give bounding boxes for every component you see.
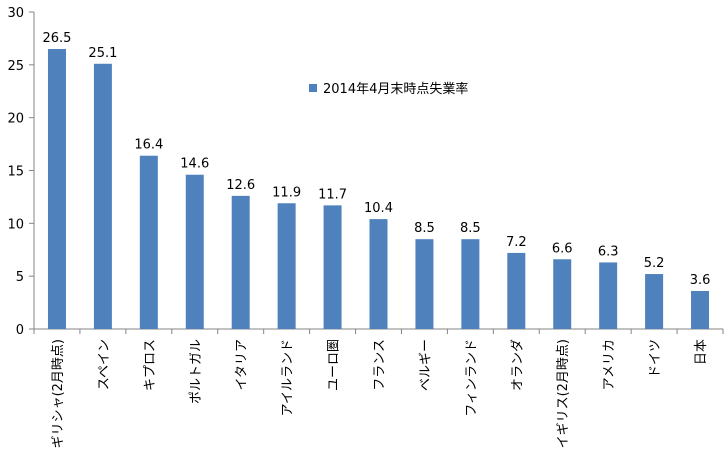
data-label: 12.6 <box>226 178 255 193</box>
data-label: 7.2 <box>506 235 527 250</box>
category-label: キプロス <box>143 339 158 391</box>
data-label: 25.1 <box>88 46 117 61</box>
y-tick-label: 5 <box>16 270 24 285</box>
data-label: 10.4 <box>364 201 393 216</box>
data-label: 26.5 <box>42 31 71 46</box>
y-tick-label: 20 <box>7 112 24 127</box>
legend: 2014年4月末時点失業率 <box>309 81 468 97</box>
bar <box>369 219 388 329</box>
bar <box>323 205 342 329</box>
bar <box>139 155 158 329</box>
legend-swatch <box>309 84 317 92</box>
y-tick-label: 25 <box>7 59 24 74</box>
bar <box>553 259 572 329</box>
y-tick-label: 15 <box>7 165 24 180</box>
category-label: ベルギー <box>418 339 433 391</box>
category-label: オランダ <box>510 339 525 391</box>
data-label: 8.5 <box>460 221 481 236</box>
bar <box>691 290 710 329</box>
data-label: 11.7 <box>318 187 347 202</box>
category-label: フランス <box>373 339 388 391</box>
y-tick-label: 30 <box>7 6 24 21</box>
data-label: 6.6 <box>552 241 573 256</box>
bar <box>461 239 480 329</box>
bar <box>277 203 296 329</box>
bar <box>185 174 204 329</box>
data-label: 8.5 <box>414 221 435 236</box>
category-label: イタリア <box>235 339 250 390</box>
category-labels: ギリシャ(2月時点) スペイン キプロス ポルトガル イタリア アイルランド ユーロ圏 フラン… <box>51 339 709 448</box>
bar <box>231 195 250 329</box>
data-label: 3.6 <box>690 273 711 288</box>
category-label: イギリス(2月時点) <box>556 339 571 448</box>
y-tick-label: 10 <box>7 217 24 232</box>
category-label: ポルトガル <box>189 339 204 404</box>
bar <box>645 274 664 329</box>
data-label: 14.6 <box>180 157 209 172</box>
category-label: アメリカ <box>602 339 617 390</box>
y-tick-label: 0 <box>16 323 24 338</box>
category-label: アイルランド <box>281 339 296 416</box>
category-label: スペイン <box>97 339 112 390</box>
legend-label: 2014年4月末時点失業率 <box>323 81 468 97</box>
data-label: 16.4 <box>134 138 163 153</box>
bar <box>415 239 434 329</box>
category-label: 日本 <box>694 339 709 365</box>
data-label: 5.2 <box>644 256 665 271</box>
category-label: ユーロ圏 <box>327 339 342 391</box>
bars <box>47 48 710 329</box>
bar <box>599 262 618 329</box>
category-label: ドイツ <box>648 339 663 378</box>
category-label: フィンランド <box>464 339 479 417</box>
data-label: 11.9 <box>272 185 301 200</box>
bar <box>93 63 112 329</box>
data-labels: 26.5 25.1 16.4 14.6 12.6 11.9 11.7 10.4 8.5 8.5 7.… <box>42 31 710 288</box>
data-label: 6.3 <box>598 244 619 259</box>
bar <box>47 48 66 329</box>
bar <box>507 252 526 329</box>
category-label: ギリシャ(2月時点) <box>51 339 66 448</box>
